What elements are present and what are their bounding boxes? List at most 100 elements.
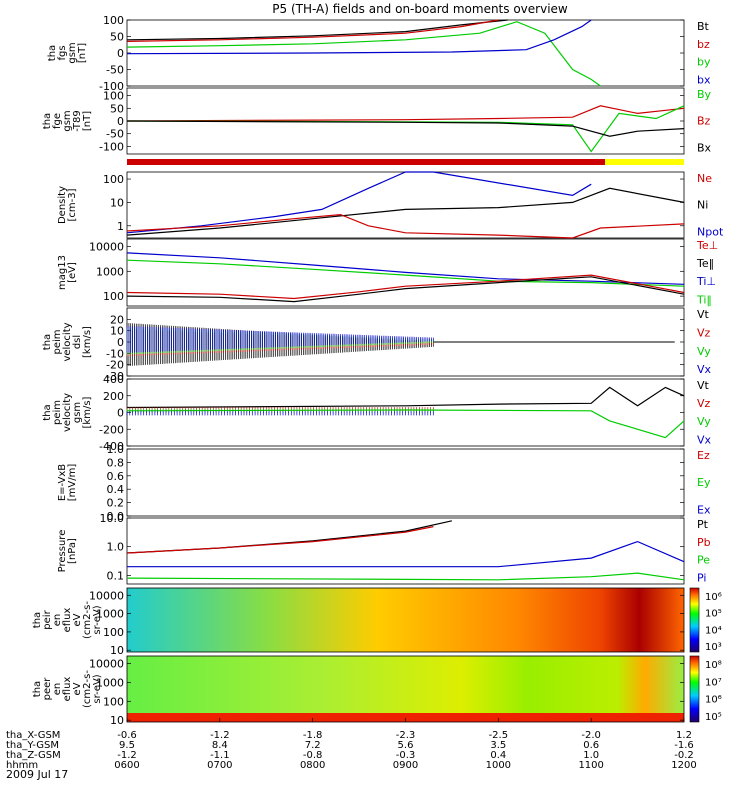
y-tick-label: 1.0 — [107, 541, 125, 554]
legend-entry: Npot — [697, 225, 724, 238]
series-fge_Bz — [126, 105, 685, 122]
y-axis-label: gsm — [67, 42, 78, 63]
y-axis-label: [eV] — [67, 262, 78, 283]
series-vdsl-green — [126, 327, 434, 355]
panel-frame — [126, 448, 685, 517]
y-tick-label: -100 — [99, 140, 124, 153]
y-tick-label: 1000 — [96, 676, 124, 689]
legend-entry: Ey — [697, 476, 711, 489]
y-axis-label: dsl — [72, 335, 83, 349]
x-tick-label: -0.3 — [396, 750, 416, 761]
x-tick-label: -0.6 — [117, 730, 137, 741]
legend-entry: Vt — [697, 308, 710, 321]
x-row-label: tha_Z-GSM — [6, 750, 61, 761]
panel-efield: 1.00.80.60.40.20.0 E=-VxB [mV/m] Ez Ey Ex — [57, 443, 711, 523]
legend-entry: Vz — [697, 397, 711, 410]
series-temp_Tpar_i — [126, 259, 685, 287]
y-tick-label: -200 — [99, 423, 124, 436]
series-fgs_by — [126, 21, 601, 87]
y-tick-label: 100 — [103, 173, 124, 186]
legend-entry: By — [697, 88, 712, 101]
x-tick-label: 0.6 — [583, 740, 599, 751]
y-tick-label: 0.2 — [107, 497, 125, 510]
y-axis-label: [nT] — [77, 43, 88, 63]
x-tick-label: -1.2 — [117, 750, 137, 761]
series-temp_Tperp_e — [126, 274, 685, 300]
x-tick-label: -0.8 — [303, 750, 323, 761]
panel-frame — [126, 587, 685, 653]
y-tick-label: 1.0 — [107, 443, 125, 456]
y-tick-label: 10 — [110, 196, 124, 209]
y-axis-label: [cm-3] — [67, 188, 78, 221]
y-tick-label: 0.0 — [107, 510, 125, 523]
orbit-bar-red — [127, 159, 606, 165]
legend-entry: Bz — [697, 115, 711, 128]
legend-entry: by — [697, 56, 711, 69]
y-tick-label: 10000 — [89, 589, 124, 602]
panel-temp: 10000 1000 100 mag13 [eV] Te⊥ Te‖ Ti⊥ Ti‖ — [57, 238, 718, 307]
series-vdsl-red — [126, 329, 434, 357]
y-tick-label: 0 — [117, 336, 124, 349]
x-tick-label: 1000 — [486, 760, 511, 771]
y-axis-label: (cm2-s- — [82, 601, 93, 639]
colorbar-label: 10⁶ — [705, 695, 722, 706]
legend-entry: Vt — [697, 379, 710, 392]
y-tick-label: 0.4 — [107, 483, 125, 496]
series-fge_Bx — [126, 120, 685, 137]
series-pressure_Pi — [127, 540, 685, 568]
y-axis-label: [km/s] — [82, 396, 93, 428]
y-tick-label: -50 — [106, 64, 124, 77]
x-tick-label: -2.0 — [581, 730, 601, 741]
y-axis-label: tha — [42, 334, 53, 350]
y-tick-label: 10 — [110, 714, 124, 727]
legend-entry: Bt — [697, 20, 710, 33]
y-axis-label: en — [52, 614, 63, 627]
y-tick-label: 1000 — [96, 608, 124, 621]
series-vdsl-blue — [126, 326, 434, 353]
series-temp_Tperp_i — [126, 252, 685, 285]
y-axis-label: sr-eV) — [92, 674, 103, 703]
y-tick-label: 100 — [103, 695, 124, 708]
x-tick-label: 3.5 — [490, 740, 506, 751]
y-axis-label: velocity — [62, 322, 73, 361]
x-row-label: tha_X-GSM — [6, 730, 60, 741]
y-tick-label: 50 — [110, 102, 124, 115]
panel-frame — [126, 517, 685, 585]
panel-elecspec: 10⁸ 10⁷ 10⁶ 10⁵ 10000 1000 100 10 tha peer en eflux… — [32, 655, 722, 727]
y-axis-label: Density — [57, 186, 68, 224]
y-tick-label: 100 — [103, 290, 124, 303]
x-tick-label: 1100 — [578, 760, 603, 771]
x-tick-label: 0.4 — [490, 750, 506, 761]
x-tick-label: 0800 — [300, 760, 325, 771]
x-tick-label: 0600 — [114, 760, 139, 771]
y-axis-label: fge — [52, 113, 63, 129]
y-axis-label: sr-eV) — [92, 605, 103, 634]
legend-entry: Vx — [697, 433, 712, 446]
y-axis-label: peir — [42, 609, 53, 629]
y-tick-label: -20 — [106, 359, 124, 372]
x-tick-label: -2.3 — [396, 730, 416, 741]
x-tick-label: 1200 — [671, 760, 696, 771]
legend-entry: Pe — [697, 554, 710, 567]
y-axis-label: peer — [42, 677, 53, 701]
y-tick-label: -400 — [99, 440, 124, 453]
y-tick-label: 10.0 — [100, 512, 125, 525]
y-axis-label: peim — [52, 329, 63, 354]
y-tick-label: 200 — [103, 390, 124, 403]
legend-entry: Pb — [697, 536, 711, 549]
x-axis-labels: tha_X-GSM -0.6 -1.2 -1.8 -2.3 -2.5 -2.0 1.2 tha_… — [6, 718, 697, 771]
colorbar — [689, 655, 700, 723]
spectrogram-image — [127, 588, 684, 652]
date-label: 2009 Jul 17 — [6, 768, 68, 781]
y-axis-label: eV — [72, 682, 83, 695]
y-tick-label: 1 — [117, 220, 124, 233]
y-tick-label: 20 — [110, 313, 124, 326]
y-axis-label: peim — [52, 400, 63, 425]
y-axis-label: [mV/m] — [67, 464, 78, 502]
legend-entry: Te⊥ — [696, 239, 718, 252]
panel-vgsm: 400 200 0 -200 -400 tha peim velocity gsm [km/s] V… — [42, 373, 712, 453]
y-tick-label: 10 — [110, 644, 124, 657]
